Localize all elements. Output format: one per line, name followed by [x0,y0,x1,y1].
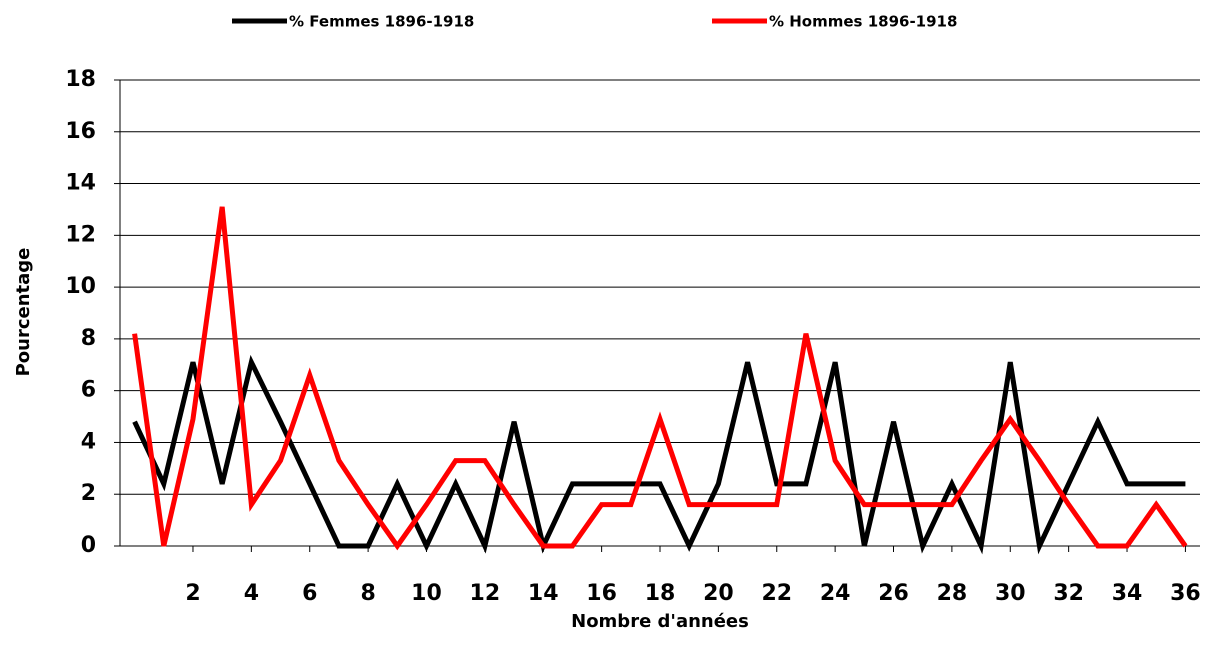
legend-label: % Femmes 1896-1918 [289,13,474,31]
y-tick-label: 18 [65,67,96,92]
x-tick-label: 32 [1053,581,1084,606]
y-tick-label: 16 [65,119,96,144]
legend-label: % Hommes 1896-1918 [769,13,957,31]
line-series [132,354,1186,555]
x-tick-label: 24 [820,581,851,606]
x-tick-label: 26 [878,581,909,606]
x-tick-label: 36 [1170,581,1201,606]
x-tick-label: 10 [411,581,442,606]
x-tick-label: 20 [703,581,734,606]
y-tick-label: 8 [81,326,96,351]
x-tick-label: 22 [761,581,792,606]
x-axis-label: Nombre d'années [571,611,749,632]
y-tick-label: 12 [65,222,96,247]
y-tick-label: 6 [81,378,96,403]
y-tick-label: 2 [81,481,96,506]
y-tick-label: 4 [81,429,96,454]
x-tick-label: 4 [244,581,259,606]
x-tick-label: 6 [302,581,317,606]
x-tick-label: 16 [586,581,617,606]
x-tick-label: 34 [1112,581,1143,606]
y-axis-label: Pourcentage [13,248,34,377]
y-tick-label: 0 [81,533,96,558]
x-tick-label: 30 [995,581,1026,606]
line-series [132,206,1188,551]
x-tick-label: 18 [645,581,676,606]
x-tick-label: 28 [937,581,968,606]
x-tick-label: 8 [360,581,375,606]
x-tick-label: 2 [185,581,200,606]
x-tick-label: 12 [470,581,501,606]
y-tick-label: 14 [65,171,96,196]
y-tick-label: 10 [65,274,96,299]
x-tick-label: 14 [528,581,559,606]
